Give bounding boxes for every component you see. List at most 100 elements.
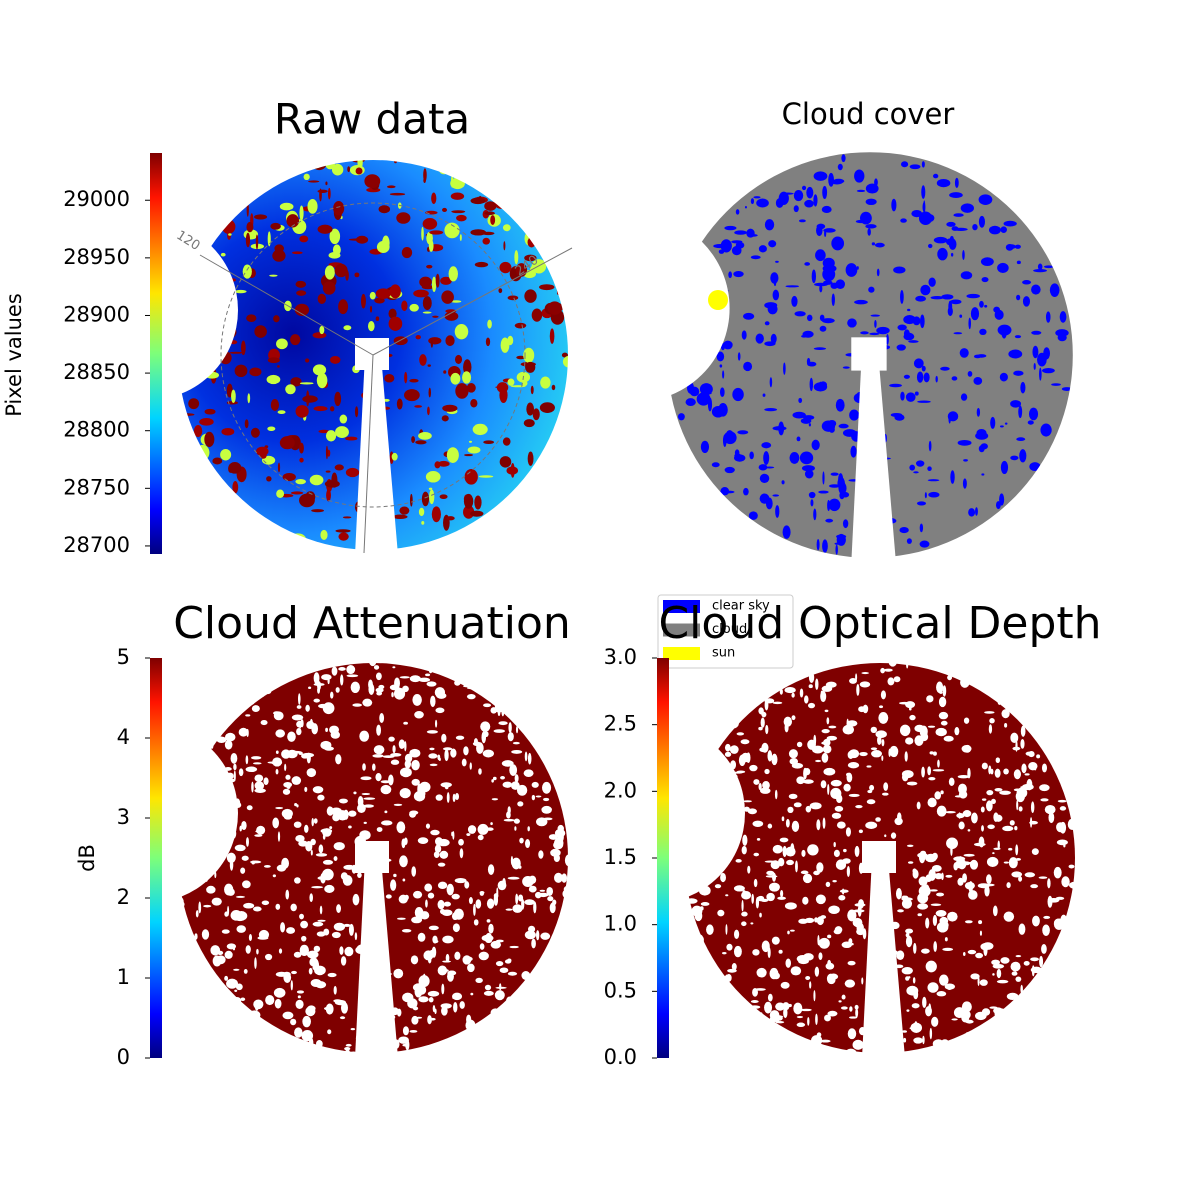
texture bbox=[986, 874, 992, 885]
texture bbox=[199, 258, 207, 261]
texture bbox=[317, 876, 330, 881]
texture bbox=[827, 783, 830, 795]
texture bbox=[775, 260, 779, 263]
texture bbox=[897, 812, 902, 822]
texture bbox=[282, 788, 291, 795]
texture bbox=[226, 772, 234, 780]
texture bbox=[254, 957, 257, 969]
texture bbox=[950, 252, 954, 257]
texture bbox=[453, 908, 464, 920]
texture bbox=[1068, 864, 1075, 869]
texture bbox=[277, 462, 281, 473]
texture bbox=[715, 859, 723, 865]
texture bbox=[760, 717, 765, 728]
texture bbox=[976, 407, 981, 417]
texture bbox=[362, 698, 373, 707]
texture bbox=[867, 545, 878, 554]
texture bbox=[344, 1047, 351, 1051]
texture bbox=[503, 241, 506, 251]
texture bbox=[347, 166, 351, 173]
texture bbox=[909, 464, 916, 471]
texture bbox=[316, 931, 326, 937]
texture bbox=[724, 751, 732, 757]
texture bbox=[691, 848, 697, 860]
texture bbox=[324, 746, 334, 751]
colorbar-tick-label: 0.0 bbox=[604, 1045, 637, 1069]
texture bbox=[852, 917, 863, 928]
texture bbox=[925, 917, 930, 929]
texture bbox=[310, 849, 313, 856]
texture bbox=[313, 698, 320, 703]
texture bbox=[911, 209, 923, 218]
texture bbox=[962, 810, 972, 818]
texture bbox=[1028, 407, 1039, 421]
texture bbox=[374, 1040, 383, 1046]
texture bbox=[1057, 799, 1067, 803]
texture bbox=[845, 263, 858, 277]
texture bbox=[469, 762, 472, 770]
texture bbox=[333, 842, 345, 851]
texture bbox=[295, 999, 304, 1009]
texture bbox=[709, 785, 713, 797]
texture bbox=[293, 951, 302, 958]
texture bbox=[498, 288, 503, 294]
texture bbox=[947, 911, 958, 922]
texture bbox=[516, 355, 526, 360]
texture bbox=[198, 901, 202, 914]
texture bbox=[483, 731, 489, 738]
texture bbox=[796, 1015, 804, 1019]
texture bbox=[500, 337, 510, 353]
texture bbox=[435, 707, 445, 714]
texture bbox=[275, 750, 279, 754]
texture bbox=[513, 818, 520, 824]
texture bbox=[711, 462, 720, 468]
texture bbox=[732, 387, 744, 402]
texture bbox=[312, 921, 324, 927]
texture bbox=[1049, 283, 1060, 297]
texture bbox=[884, 433, 887, 443]
texture bbox=[720, 797, 729, 806]
texture bbox=[379, 448, 387, 460]
texture bbox=[991, 798, 996, 805]
texture bbox=[506, 996, 513, 1006]
texture bbox=[527, 826, 530, 832]
texture bbox=[321, 546, 324, 550]
texture bbox=[978, 194, 993, 205]
texture bbox=[781, 480, 785, 485]
texture bbox=[402, 878, 406, 882]
texture bbox=[750, 255, 761, 260]
texture bbox=[450, 177, 465, 190]
texture bbox=[532, 408, 540, 421]
texture bbox=[813, 734, 817, 746]
texture bbox=[957, 439, 972, 446]
texture bbox=[444, 785, 449, 790]
texture bbox=[429, 489, 435, 505]
texture bbox=[905, 737, 914, 745]
texture bbox=[245, 837, 249, 847]
texture bbox=[415, 335, 421, 340]
texture bbox=[445, 953, 450, 963]
texture bbox=[997, 695, 1002, 706]
texture bbox=[440, 782, 452, 788]
texture bbox=[730, 833, 733, 841]
texture bbox=[336, 810, 349, 821]
texture bbox=[962, 249, 965, 260]
colorbar bbox=[150, 658, 162, 1058]
colorbar-tick-label: 29000 bbox=[63, 187, 130, 211]
texture bbox=[920, 284, 931, 296]
texture bbox=[904, 751, 908, 762]
texture bbox=[795, 860, 798, 873]
texture bbox=[936, 681, 944, 694]
colorbar-tick-label: 3 bbox=[117, 805, 130, 829]
texture bbox=[382, 1011, 385, 1016]
texture bbox=[367, 521, 383, 530]
texture bbox=[947, 411, 959, 422]
texture bbox=[401, 300, 408, 312]
texture bbox=[248, 699, 255, 705]
texture bbox=[910, 1022, 923, 1033]
texture bbox=[992, 973, 995, 976]
texture bbox=[334, 464, 344, 471]
texture bbox=[305, 704, 310, 712]
texture bbox=[899, 526, 909, 534]
texture bbox=[412, 890, 423, 899]
